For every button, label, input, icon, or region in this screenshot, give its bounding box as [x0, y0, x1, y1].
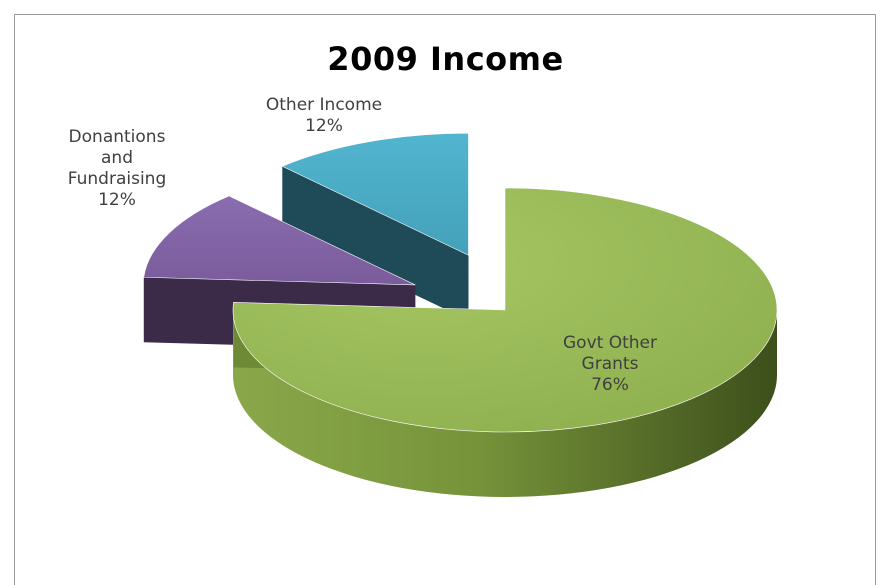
slice-top	[232, 187, 778, 433]
data-label-line: Donantions	[69, 127, 166, 147]
data-label-line: 12%	[98, 190, 136, 210]
data-label: Govt Other Grants 76%	[563, 333, 657, 395]
data-label-line: 76%	[591, 375, 629, 395]
chart-title: 2009 Income	[327, 40, 564, 78]
data-label-line: 12%	[305, 116, 343, 136]
data-label-line: Fundraising	[68, 169, 166, 189]
data-label: Other Income 12%	[266, 95, 382, 136]
data-label-line: and	[101, 148, 133, 168]
data-label: Donantions and Fundraising 12%	[68, 127, 166, 210]
data-label-line: Govt Other	[563, 333, 657, 353]
pie-slice-other-income	[281, 132, 469, 321]
slice-side	[233, 310, 777, 497]
data-label-line: Other Income	[266, 95, 382, 115]
slice-top	[281, 132, 469, 256]
pie-slice-govt-other-grants	[232, 187, 778, 497]
slice-top	[143, 195, 416, 286]
data-label-line: Grants	[582, 354, 639, 374]
slice-wall	[282, 166, 469, 321]
